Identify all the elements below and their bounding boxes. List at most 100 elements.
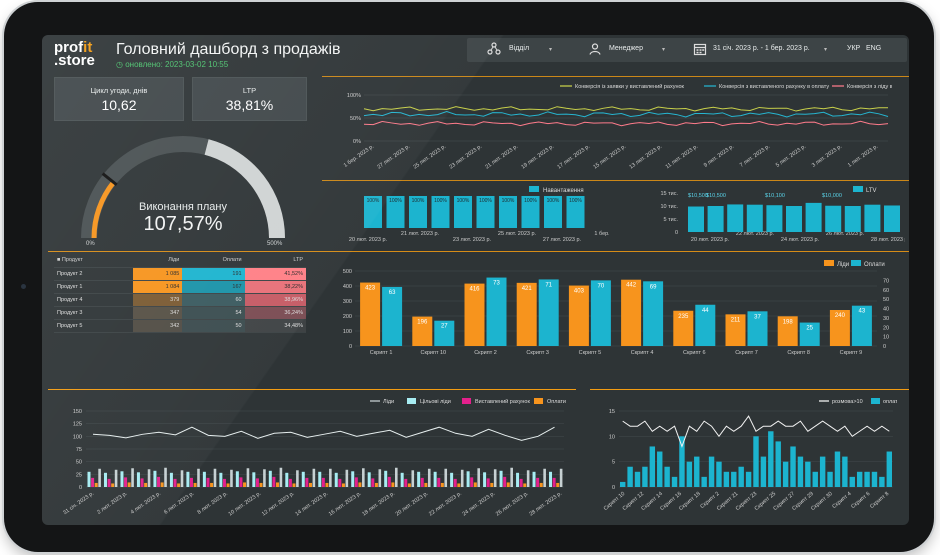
scripts-label-payments: 73: [493, 281, 500, 287]
load-bar: [364, 196, 382, 228]
daily-bar-leads: [477, 468, 481, 487]
load-bar: [499, 196, 517, 228]
ltv-bar: [805, 202, 822, 232]
daily-y-tick: 0: [79, 485, 82, 491]
load-bar-label: 100%: [547, 198, 560, 204]
daily-bar: [308, 482, 312, 487]
daily-bar: [420, 477, 424, 487]
scripts-y-left-tick: 500: [343, 269, 352, 275]
daily-bar: [169, 472, 173, 487]
daily-legend-swatch: [462, 398, 471, 404]
department-chevron-down-icon[interactable]: ▾: [549, 47, 553, 53]
daily-bar: [288, 478, 292, 487]
product-table-row[interactable]: Продукт 3 347 54 36,24%: [54, 306, 306, 320]
kpi-ltp-value: 38,81%: [225, 97, 274, 113]
conversion-y-tick: 0%: [353, 139, 361, 145]
col-payments[interactable]: Оплати: [182, 254, 245, 268]
ltv-bar: [825, 205, 842, 232]
daily-bar: [407, 483, 411, 487]
col-leads[interactable]: Ліди: [133, 254, 183, 268]
scripts-legend-swatch-leads: [824, 260, 834, 266]
scripts-bar-leads: [725, 314, 746, 346]
scripts-bar-leads: [464, 283, 485, 346]
daily-bar-leads: [526, 470, 530, 487]
conversion-x-tick: 19 лют. 2023 р.: [520, 143, 555, 170]
scripts-bar-payments: [747, 311, 768, 346]
gauge-needle: [101, 172, 118, 187]
product-table-row[interactable]: Продукт 4 379 60 38,96%: [54, 293, 306, 307]
daily-bar: [305, 477, 309, 487]
load-bar: [431, 196, 450, 228]
scripts-y-right-tick: 60: [883, 288, 889, 294]
daily-bar: [189, 477, 193, 487]
daily-bar: [519, 478, 523, 487]
daily-bar-leads: [444, 468, 448, 487]
product-name-cell: Продукт 2: [54, 267, 134, 281]
date-range-chevron-down-icon[interactable]: ▾: [824, 47, 828, 53]
updated-timestamp: ◷ оновлено: 2023-03-02 10:55: [116, 60, 229, 69]
daily-bar-leads: [559, 468, 563, 487]
daily-bar-leads: [493, 469, 497, 487]
load-bar-label: 100%: [502, 198, 515, 204]
conversion-y-tick: 100%: [347, 93, 361, 99]
calls-bar: [634, 471, 641, 487]
scripts-x-tick: Скрипт 7: [735, 350, 758, 356]
scripts-y-right-tick: 0: [883, 344, 886, 350]
load-bar-label: 100%: [479, 198, 492, 204]
lang-eng-button[interactable]: ENG: [866, 45, 882, 52]
scripts-label-payments: 44: [702, 308, 709, 314]
load-legend: Навантаження: [543, 188, 584, 194]
calls-x-tick: Скрипт 8: [869, 491, 890, 510]
daily-bar: [483, 472, 487, 487]
daily-bar: [140, 478, 144, 487]
daily-bar: [318, 471, 322, 487]
scripts-x-tick: Скрипт 8: [787, 350, 810, 356]
page-title: Головний дашборд з продажів: [116, 41, 341, 58]
product-leads-cell: 347: [133, 306, 183, 320]
load-bar: [454, 196, 472, 228]
calls-bar: [642, 466, 648, 487]
daily-x-tick: 28 лют. 2023 р.: [528, 490, 563, 517]
daily-funnel-chart: Ліди Цільові ліди Виставлений рахунок Оплат…: [62, 398, 566, 518]
load-x-tick: 23 лют. 2023 р.: [453, 237, 492, 243]
daily-x-tick: 6 лют. 2023 р.: [163, 490, 196, 515]
calls-bar: [723, 471, 730, 487]
ltv-bar: [844, 206, 861, 232]
col-ltp[interactable]: LTP: [244, 254, 306, 268]
col-product[interactable]: ■ Продукт: [54, 254, 134, 268]
calls-bar: [871, 471, 878, 487]
lang-ukr-button[interactable]: УКР: [847, 45, 861, 52]
ltv-y-tick: 5 тис.: [664, 217, 679, 223]
manager-chevron-down-icon[interactable]: ▾: [662, 47, 666, 53]
logo-line1-accent: it: [83, 39, 93, 56]
calls-bar: [782, 461, 789, 487]
scripts-bar-payments: [799, 322, 820, 346]
daily-bar-leads: [197, 468, 200, 487]
scripts-label-leads: 198: [783, 319, 794, 325]
product-ltp-cell: 38,96%: [244, 293, 306, 307]
department-filter[interactable]: Відділ: [509, 45, 530, 52]
scripts-label-payments: 70: [598, 283, 605, 289]
daily-bar: [440, 482, 444, 487]
product-table-row[interactable]: Продукт 5 342 50 34,48%: [54, 319, 306, 333]
kpi-deal-cycle-value: 10,62: [101, 97, 137, 113]
daily-bar: [157, 476, 161, 487]
daily-bar: [374, 482, 378, 487]
conversion-x-tick: 23 лют. 2023 р.: [448, 143, 483, 170]
date-range-filter[interactable]: 31 січ. 2023 р. - 1 бер. 2023 р.: [713, 45, 810, 52]
calls-bar: [686, 461, 693, 487]
daily-x-tick: 2 лют. 2023 р.: [96, 490, 129, 515]
logo-line2: .store: [54, 52, 95, 69]
calls-bar: [805, 461, 811, 487]
scripts-bar-payments: [382, 286, 403, 346]
manager-filter[interactable]: Менеджер: [609, 45, 643, 52]
scripts-legend-swatch-payments: [851, 260, 861, 266]
gauge-value: 107,57%: [144, 213, 223, 235]
load-x-tick: 21 лют. 2023 р.: [401, 231, 440, 237]
scripts-x-tick: Скрипт 9: [840, 350, 863, 356]
load-bar-label: 100%: [434, 198, 447, 204]
scripts-label-payments: 71: [545, 282, 552, 288]
daily-bar: [210, 482, 214, 487]
